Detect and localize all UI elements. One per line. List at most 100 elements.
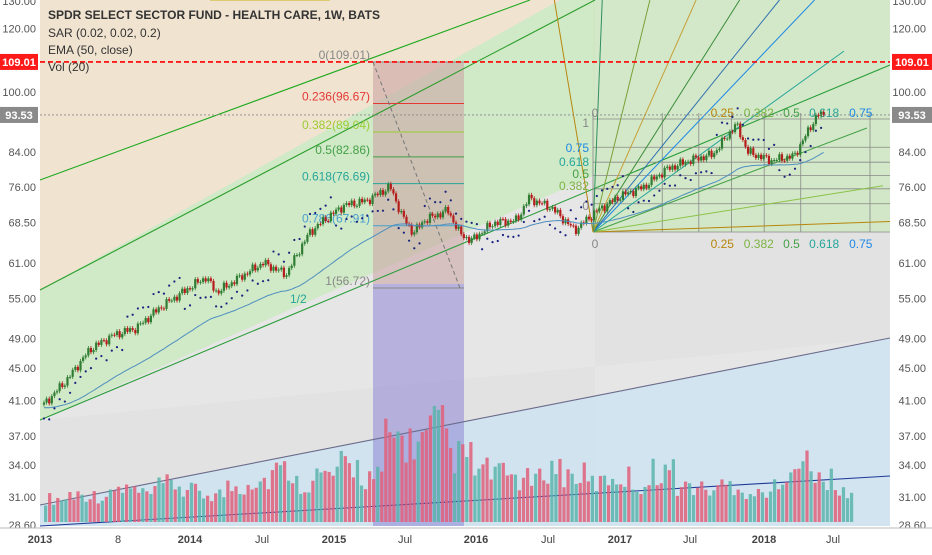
volume-bar xyxy=(206,495,210,522)
fib-level-label: 0.618(76.69) xyxy=(302,170,370,184)
candle-body xyxy=(470,238,473,244)
candle-body xyxy=(243,273,246,280)
candle-body xyxy=(621,191,625,200)
volume-bar xyxy=(635,492,639,522)
sar-dot xyxy=(773,143,776,146)
candle-body xyxy=(288,268,291,276)
candle-body xyxy=(256,267,259,271)
candle-body xyxy=(428,213,432,223)
candle-body xyxy=(246,273,249,275)
candle-body xyxy=(194,279,197,289)
candle-body xyxy=(582,222,585,224)
volume-bar xyxy=(307,492,311,522)
candle-body xyxy=(97,342,100,345)
volume-bar xyxy=(615,484,619,522)
volume-bar xyxy=(744,498,748,522)
candle-body xyxy=(590,219,593,221)
candle-body xyxy=(110,334,113,336)
sar-dot xyxy=(611,185,614,189)
volume-bar xyxy=(525,468,530,522)
volume-bar xyxy=(457,440,461,522)
candle-body xyxy=(439,213,442,218)
volume-bar xyxy=(412,459,416,522)
gann-left-label: 0 xyxy=(582,199,589,213)
y-tick-label-right: 76.00 xyxy=(898,182,926,194)
sar-dot xyxy=(246,289,249,292)
candle-body xyxy=(183,288,186,293)
candle-body xyxy=(744,140,747,147)
candle-body xyxy=(788,155,791,159)
volume-bar xyxy=(351,477,356,522)
candle-body xyxy=(804,136,807,141)
candle-body xyxy=(640,186,643,190)
candle-body xyxy=(791,153,794,159)
candle-body xyxy=(705,155,708,161)
candle-body xyxy=(561,216,565,224)
legend: SPDR SELECT SECTOR FUND - HEALTH CARE, 1… xyxy=(48,8,380,74)
candle-body xyxy=(350,200,353,206)
y-tick-label-left: 130.00 xyxy=(2,0,36,8)
sar-dot xyxy=(710,171,713,175)
fib-half-label: 1/2 xyxy=(290,292,307,306)
candle-body xyxy=(569,224,572,226)
candle-body xyxy=(762,155,765,160)
candle-body xyxy=(608,200,611,205)
sar-dot xyxy=(188,304,192,307)
candle-body xyxy=(168,299,171,301)
candle-body xyxy=(603,205,606,212)
volume-bar xyxy=(177,486,181,522)
y-tick-label-left: 34.00 xyxy=(8,460,36,472)
candle-body xyxy=(128,328,132,332)
candle-body xyxy=(209,278,212,281)
candle-body xyxy=(87,348,90,356)
sar-dot xyxy=(58,398,61,401)
volume-bar xyxy=(331,475,335,522)
volume-bar xyxy=(226,480,230,522)
candle-body xyxy=(58,383,61,392)
candle-body xyxy=(134,329,137,334)
x-tick-label: 8 xyxy=(115,534,121,546)
candle-body xyxy=(627,192,630,195)
volume-bar xyxy=(586,481,590,522)
y-tick-label-right: 34.00 xyxy=(898,460,926,472)
sar-dot xyxy=(126,315,129,318)
candle-body xyxy=(165,299,168,309)
sar-dot xyxy=(574,217,578,220)
sar-dot xyxy=(632,210,635,214)
candle-body xyxy=(822,111,825,115)
sar-dot xyxy=(814,129,817,132)
sar-dot xyxy=(449,199,452,202)
sar-dot xyxy=(569,209,572,212)
volume-bar xyxy=(473,475,477,522)
candle-body xyxy=(353,200,356,207)
sar-dot xyxy=(720,121,724,124)
volume-bar xyxy=(704,489,708,522)
sar-dot xyxy=(361,217,364,220)
volume-bar xyxy=(311,480,315,522)
candle-body xyxy=(272,266,275,271)
volume-bar xyxy=(153,486,157,522)
candle-body xyxy=(731,131,734,133)
candle-body xyxy=(188,288,192,290)
x-tick-label: Jul xyxy=(683,534,697,546)
candle-body xyxy=(105,340,108,345)
candle-body xyxy=(389,183,392,190)
y-tick-label-right: 45.00 xyxy=(898,363,926,375)
volume-bar xyxy=(789,472,793,522)
volume-bar xyxy=(355,459,360,522)
gann-bottom-label: 0.382 xyxy=(744,237,774,251)
candle-body xyxy=(368,199,372,205)
volume-bar xyxy=(282,461,287,522)
volume-bar xyxy=(303,492,307,522)
candle-body xyxy=(321,217,325,225)
sar-dot xyxy=(387,198,390,201)
candle-body xyxy=(68,376,72,378)
volume-bar xyxy=(246,484,250,522)
volume-bar xyxy=(52,504,56,522)
candle-body xyxy=(95,342,98,351)
candle-body xyxy=(647,185,651,189)
y-tick-label-left: 100.00 xyxy=(2,87,36,99)
candle-body xyxy=(454,222,458,229)
